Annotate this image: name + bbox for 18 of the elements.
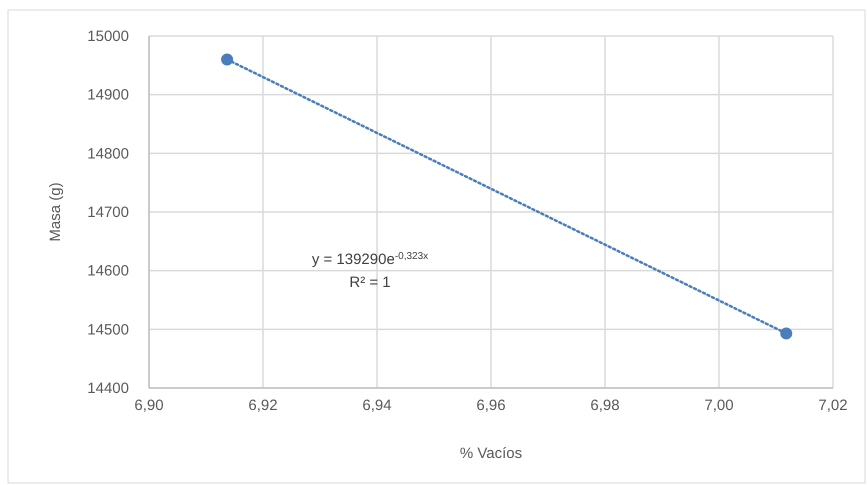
y-axis-title: Masa (g) [47,182,64,242]
x-tick-label: 6,96 [476,397,506,414]
y-tick-label: 14900 [87,86,129,104]
annotation: R² = 1 [349,274,391,291]
x-tick-label: 6,98 [590,397,620,414]
x-tick-label: 6,92 [248,397,278,414]
y-tick-label: 15000 [87,28,129,45]
y-tick-label: 14400 [87,380,129,397]
x-axis-title: % Vacíos [460,445,522,462]
x-tick-label: 6,90 [134,397,164,414]
x-tick-label: 7,00 [704,397,734,414]
x-tick-label: 7,02 [818,397,848,414]
annotation: y = 139290e$^{-0,323x}$ [312,250,428,268]
y-tick-label: 14800 [87,145,129,162]
y-tick-label: 14500 [87,321,129,338]
y-tick-label: 14600 [87,262,129,280]
y-tick-label: 14700 [87,204,129,221]
x-tick-label: 6,94 [362,397,392,414]
